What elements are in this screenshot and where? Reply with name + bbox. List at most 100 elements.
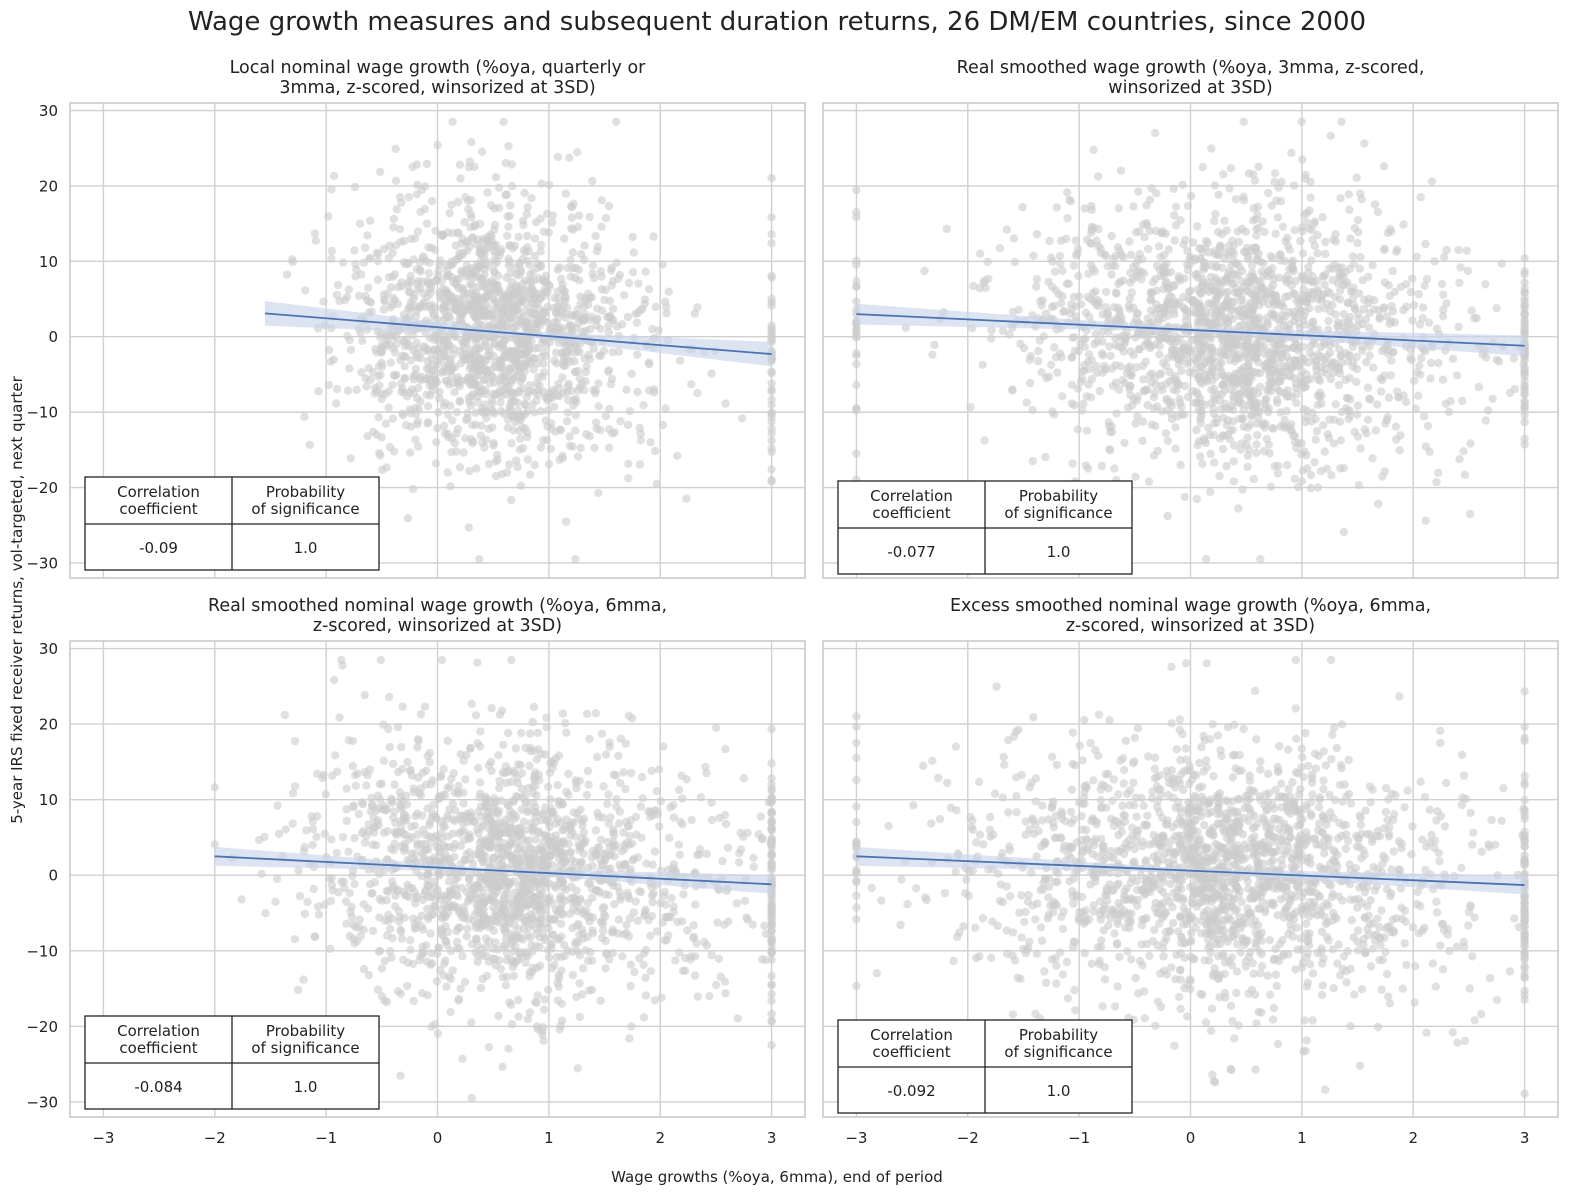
scatter-point xyxy=(516,481,526,490)
scatter-point xyxy=(594,379,603,388)
scatter-point xyxy=(987,334,996,343)
scatter-point xyxy=(458,337,467,347)
scatter-point xyxy=(852,359,861,369)
scatter-point xyxy=(418,989,427,998)
scatter-point xyxy=(1016,339,1025,348)
scatter-point xyxy=(503,231,512,240)
scatter-point xyxy=(628,268,638,277)
scatter-point xyxy=(1093,172,1103,181)
scatter-point xyxy=(467,1018,476,1027)
scatter-point xyxy=(1166,298,1175,308)
scatter-point xyxy=(406,448,415,457)
scatter-point xyxy=(477,407,486,416)
scatter-point xyxy=(1337,263,1346,272)
scatter-point xyxy=(1166,397,1176,407)
scatter-point xyxy=(539,1036,548,1046)
scatter-point xyxy=(477,147,487,156)
scatter-point xyxy=(386,283,396,292)
scatter-point xyxy=(526,357,535,366)
scatter-point xyxy=(553,781,562,790)
scatter-point xyxy=(408,331,417,340)
scatter-point xyxy=(1110,333,1120,342)
scatter-point xyxy=(633,387,642,397)
scatter-point xyxy=(475,778,485,787)
scatter-point xyxy=(601,411,611,421)
scatter-point xyxy=(360,838,370,847)
scatter-point xyxy=(520,319,530,328)
scatter-point xyxy=(490,204,499,213)
scatter-point xyxy=(1392,247,1401,256)
scatter-point xyxy=(1146,296,1156,305)
scatter-point xyxy=(767,324,776,333)
scatter-point xyxy=(1408,316,1417,325)
scatter-point xyxy=(1268,254,1277,263)
scatter-point xyxy=(569,199,578,208)
scatter-point xyxy=(1520,402,1529,411)
scatter-point xyxy=(1384,281,1393,290)
scatter-point xyxy=(594,402,603,411)
scatter-point xyxy=(1180,304,1189,314)
y-tick-label: −20 xyxy=(26,479,58,497)
scatter-point xyxy=(1050,343,1059,352)
scatter-point xyxy=(767,385,776,394)
scatter-point xyxy=(635,460,645,469)
scatter-point xyxy=(1264,407,1273,417)
scatter-point xyxy=(473,957,482,966)
scatter-point xyxy=(392,339,401,349)
scatter-point xyxy=(481,389,490,399)
scatter-point xyxy=(1252,448,1261,458)
scatter-point xyxy=(1244,445,1254,454)
scatter-point xyxy=(1268,264,1277,273)
scatter-point xyxy=(1010,258,1019,267)
scatter-point xyxy=(1399,220,1408,229)
scatter-point xyxy=(767,989,776,999)
scatter-point xyxy=(1432,324,1442,333)
scatter-point xyxy=(687,815,696,825)
scatter-point xyxy=(1058,392,1067,401)
scatter-point xyxy=(767,465,776,474)
scatter-point xyxy=(509,971,518,981)
scatter-point xyxy=(1207,144,1216,153)
scatter-point xyxy=(619,768,628,777)
scatter-point xyxy=(544,280,553,289)
scatter-point xyxy=(1181,350,1191,359)
scatter-point xyxy=(1363,383,1373,392)
scatter-point xyxy=(465,373,475,383)
scatter-point xyxy=(342,784,351,793)
scatter-point xyxy=(1261,419,1270,428)
scatter-point xyxy=(1154,242,1164,251)
scatter-point xyxy=(472,344,481,353)
scatter-point xyxy=(526,276,535,285)
scatter-point xyxy=(674,840,684,849)
scatter-point xyxy=(1520,386,1529,395)
scatter-point xyxy=(1386,224,1395,234)
scatter-point xyxy=(373,257,383,266)
scatter-point xyxy=(1311,356,1321,366)
scatter-point xyxy=(388,414,397,423)
scatter-point xyxy=(1196,346,1205,356)
scatter-point xyxy=(1055,251,1065,261)
scatter-point xyxy=(525,729,535,738)
scatter-point xyxy=(443,736,453,745)
scatter-point xyxy=(707,950,716,960)
table-value-prob: 1.0 xyxy=(1047,543,1071,561)
scatter-point xyxy=(272,874,282,884)
table-value-prob: 1.0 xyxy=(294,539,318,557)
scatter-point xyxy=(1200,436,1209,445)
scatter-point xyxy=(1520,304,1529,313)
scatter-point xyxy=(383,827,392,836)
scatter-point xyxy=(494,1011,503,1021)
stats-table: Correlationcoefficient-0.077Probabilityo… xyxy=(837,480,1133,575)
y-tick-label: 20 xyxy=(39,177,58,195)
scatter-point xyxy=(715,813,724,823)
table-value-corr: -0.09 xyxy=(139,539,178,557)
scatter-point xyxy=(1427,177,1437,186)
scatter-point xyxy=(1222,351,1231,360)
scatter-point xyxy=(1071,236,1081,245)
scatter-point xyxy=(523,432,532,442)
scatter-point xyxy=(1112,409,1121,418)
scatter-point xyxy=(1231,195,1241,204)
scatter-point xyxy=(424,269,434,278)
scatter-point xyxy=(466,332,475,342)
scatter-point xyxy=(1137,267,1146,276)
